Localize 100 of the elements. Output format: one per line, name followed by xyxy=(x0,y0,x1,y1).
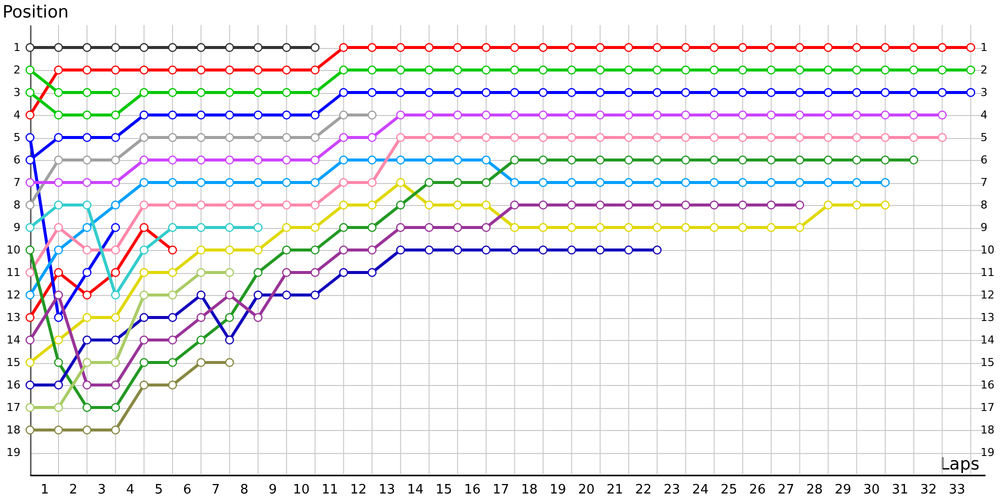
point xyxy=(510,246,520,254)
point xyxy=(766,156,776,164)
point xyxy=(909,133,918,142)
point xyxy=(196,110,206,120)
point xyxy=(168,358,178,367)
point xyxy=(795,110,804,120)
point xyxy=(624,156,634,164)
point xyxy=(824,200,833,210)
point xyxy=(852,110,862,120)
point xyxy=(880,88,890,97)
point xyxy=(396,66,406,74)
point xyxy=(453,200,462,210)
x-tick-label: 2 xyxy=(69,482,78,498)
y-tick-label: 1 xyxy=(14,41,20,54)
point xyxy=(567,43,576,52)
point xyxy=(26,336,34,344)
point xyxy=(196,156,206,164)
point xyxy=(140,133,149,142)
point xyxy=(909,88,918,97)
point xyxy=(310,290,320,300)
point xyxy=(424,133,434,142)
x-tick-label: 12 xyxy=(350,482,367,498)
point xyxy=(453,43,462,52)
point xyxy=(168,246,178,254)
x-tick-label: 22 xyxy=(635,482,652,498)
y2-tick-label: 16 xyxy=(980,378,994,392)
point xyxy=(225,246,234,254)
point xyxy=(111,43,120,52)
point xyxy=(282,246,292,254)
point xyxy=(538,156,548,164)
y-axis-title: Position xyxy=(2,2,69,22)
point xyxy=(82,313,92,322)
point xyxy=(168,66,178,74)
point xyxy=(140,358,149,367)
point xyxy=(510,43,520,52)
point xyxy=(453,246,462,254)
point xyxy=(766,178,776,187)
point xyxy=(254,268,263,277)
point xyxy=(624,246,634,254)
point xyxy=(254,290,263,300)
point xyxy=(254,246,263,254)
point xyxy=(310,178,320,187)
y-tick-label: 14 xyxy=(6,334,20,346)
point xyxy=(282,268,292,277)
x-tick-label: 18 xyxy=(521,482,538,498)
point xyxy=(852,66,862,74)
point xyxy=(795,133,804,142)
point xyxy=(538,178,548,187)
x-tick-label: 30 xyxy=(863,482,880,498)
point xyxy=(368,156,377,164)
point xyxy=(140,110,149,120)
point xyxy=(368,178,377,187)
point xyxy=(254,200,263,210)
point xyxy=(54,290,63,300)
point xyxy=(482,66,491,74)
point xyxy=(396,178,406,187)
point xyxy=(482,88,491,97)
point xyxy=(510,200,520,210)
y2-tick-label: 4 xyxy=(980,108,988,122)
point xyxy=(254,223,263,232)
point xyxy=(82,426,92,434)
point xyxy=(310,133,320,142)
point xyxy=(196,223,206,232)
point xyxy=(54,358,63,367)
point xyxy=(368,88,377,97)
x-tick-label: 15 xyxy=(436,482,452,498)
point xyxy=(624,178,634,187)
point xyxy=(168,336,178,344)
x-tick-label: 20 xyxy=(578,482,595,498)
point xyxy=(368,246,377,254)
x-tick-label: 9 xyxy=(268,482,277,498)
point xyxy=(652,178,662,187)
point xyxy=(168,178,178,187)
point xyxy=(282,133,292,142)
point xyxy=(567,88,576,97)
point xyxy=(652,66,662,74)
point xyxy=(225,358,234,367)
point xyxy=(396,43,406,52)
point xyxy=(681,110,690,120)
point xyxy=(254,313,263,322)
y-tick-label: 17 xyxy=(6,401,20,414)
point xyxy=(510,110,520,120)
y2-tick-label: 19 xyxy=(980,446,994,459)
point xyxy=(339,66,348,74)
point xyxy=(738,223,748,232)
point xyxy=(168,110,178,120)
point xyxy=(26,110,34,120)
point xyxy=(567,156,576,164)
x-tick-label: 24 xyxy=(692,482,709,498)
point xyxy=(82,246,92,254)
point xyxy=(710,133,719,142)
point xyxy=(738,88,748,97)
y-tick-label: 16 xyxy=(6,378,20,392)
point xyxy=(26,246,34,254)
point xyxy=(453,66,462,74)
point xyxy=(880,110,890,120)
x-tick-label: 13 xyxy=(378,482,396,498)
point xyxy=(624,223,634,232)
point xyxy=(624,200,634,210)
point xyxy=(339,246,348,254)
